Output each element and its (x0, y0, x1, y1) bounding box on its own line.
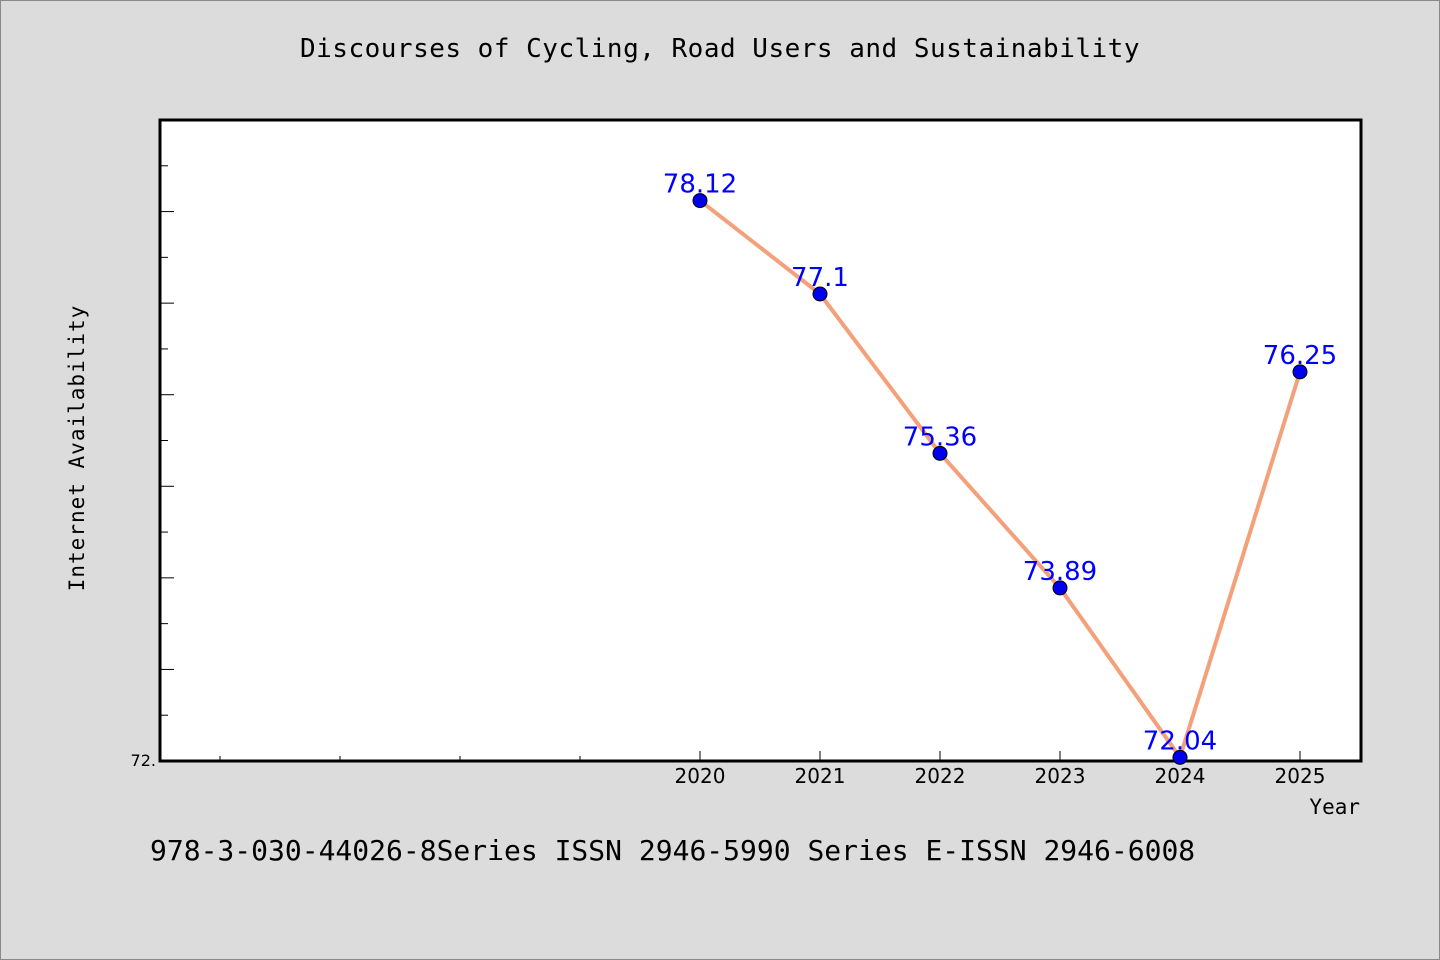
data-point (1172, 749, 1188, 765)
x-tick-label: 2023 (1035, 764, 1086, 788)
x-axis-label: Year (1309, 795, 1360, 819)
data-point (932, 445, 948, 461)
data-label: 78.12 (663, 170, 737, 200)
x-tick-label: 2021 (795, 764, 846, 788)
data-point (692, 193, 708, 209)
x-tick-label: 2024 (1155, 764, 1206, 788)
data-label: 77.1 (791, 263, 849, 293)
plot-area (158, 118, 1363, 763)
x-tick-label: 2022 (915, 764, 966, 788)
footer-text: 978-3-030-44026-8Series ISSN 2946-5990 S… (150, 834, 1196, 867)
data-label: 72.04 (1143, 726, 1217, 756)
chart-title: Discourses of Cycling, Road Users and Su… (300, 34, 1140, 64)
data-label: 76.25 (1263, 341, 1337, 371)
axes: 72. 2020 2021 2022 2023 2024 2025 (131, 119, 1326, 788)
x-tick-label: 2025 (1275, 764, 1326, 788)
series-layer (692, 193, 1308, 765)
data-point (1052, 580, 1068, 596)
x-tick-label: 2020 (675, 764, 726, 788)
data-labels-layer: 78.12 77.1 75.36 73.89 72.04 76.25 (663, 170, 1337, 757)
data-label: 75.36 (903, 422, 977, 452)
data-point (1292, 364, 1308, 380)
data-label: 73.89 (1023, 557, 1097, 587)
data-point (812, 286, 828, 302)
y-tick-label: 72. (131, 751, 156, 770)
series-line (698, 199, 1302, 760)
